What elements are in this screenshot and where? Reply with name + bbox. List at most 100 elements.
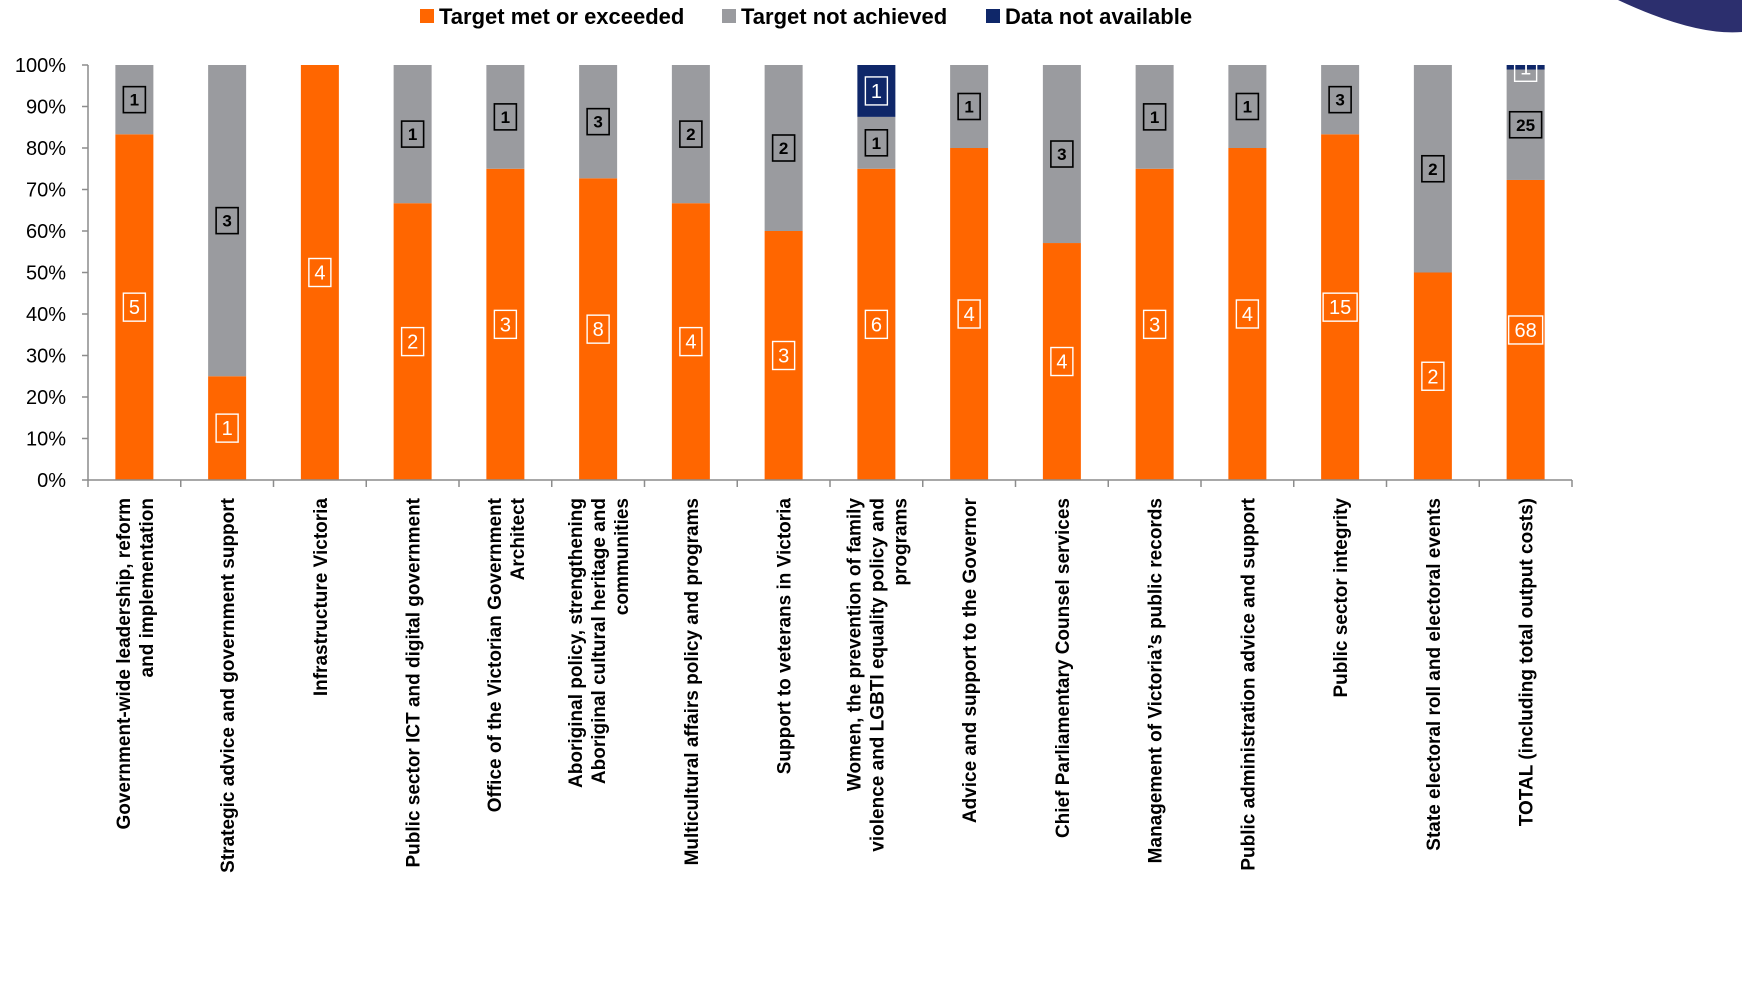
bar-not-achieved: [1321, 65, 1360, 135]
category-label: Public sector integrity: [1331, 498, 1352, 698]
count-label-not-achieved: 1: [1150, 108, 1159, 127]
count-label-box: [771, 134, 796, 162]
count-label-box: [864, 76, 889, 106]
y-tick-label: 20%: [26, 387, 66, 409]
category-label-line: violence and LGBTI equality policy and: [867, 498, 888, 852]
category-label: Women, the prevention of family violence …: [844, 498, 911, 852]
legend-label: Data not available: [1005, 4, 1192, 29]
count-label-not-available: 1: [871, 81, 882, 103]
count-label-box: [1507, 315, 1544, 345]
count-label-met: 5: [129, 297, 140, 319]
count-label-box: [493, 309, 518, 340]
count-label-box: [215, 413, 239, 443]
bar-not-available: [857, 65, 896, 117]
count-label-box: [864, 129, 889, 157]
bar-met: [300, 65, 339, 480]
count-label-met: 3: [500, 314, 511, 336]
count-label-box: [864, 309, 889, 340]
count-label-box: [679, 326, 703, 357]
count-label-met: 3: [1149, 314, 1160, 336]
count-label-box: [1050, 140, 1074, 168]
category-label-line: Aboriginal cultural heritage and: [589, 498, 610, 784]
category-label: Public administration advice and support: [1238, 497, 1259, 870]
count-label-met: 3: [778, 346, 789, 368]
y-tick-label: 70%: [26, 180, 66, 202]
category-label: Support to veterans in Victoria: [775, 498, 796, 775]
bars: 5 1 1 3 4 2 1 3 1 8 3 4 2 3 2 6 1 1 4 1 4 3 3 1 4 1 15 3 2 2 68 25 1: [115, 52, 1545, 481]
count-label-not-achieved: 1: [1243, 98, 1252, 117]
count-label-met: 15: [1329, 297, 1351, 319]
count-label-box: [679, 120, 703, 148]
count-label-box: [493, 103, 518, 131]
category-label: Office of the Victorian Government Archit…: [485, 497, 529, 812]
bar-met: [1042, 243, 1081, 480]
legend: Target met or exceeded Target not achieve…: [420, 4, 1192, 29]
category-label: Public sector ICT and digital government: [404, 497, 425, 867]
bar-not-achieved: [486, 65, 525, 169]
count-label-box: [1421, 154, 1445, 183]
count-label-box: [1142, 309, 1167, 340]
bar-met: [115, 134, 154, 480]
category-label: TOTAL (including total output costs): [1517, 498, 1538, 826]
count-label-not-achieved: 3: [1335, 91, 1344, 110]
count-label-box: [586, 107, 610, 136]
count-label-box: [1328, 85, 1352, 114]
bar-met: [579, 178, 618, 481]
bar-met: [764, 231, 803, 480]
bar-met: [1506, 179, 1545, 480]
bar-met: [1413, 272, 1452, 480]
count-label-not-achieved: 1: [501, 108, 510, 127]
category-label: Strategic advice and government support: [218, 497, 239, 872]
category-label-line: Chief Parliamentary Counsel services: [1053, 498, 1074, 838]
count-label-not-available: 1: [1520, 57, 1531, 79]
category-label-line: programs: [890, 498, 911, 586]
bar-not-achieved: [1135, 65, 1174, 169]
category-label-line: Office of the Victorian Government: [485, 497, 506, 812]
bar-met: [1228, 148, 1267, 480]
count-label-box: [400, 326, 425, 357]
count-label-box: [1050, 346, 1074, 377]
y-tick-label: 60%: [26, 221, 66, 243]
y-tick-label: 80%: [26, 138, 66, 160]
category-label-line: Infrastructure Victoria: [311, 498, 332, 697]
count-label-met: 2: [1427, 366, 1438, 388]
y-tick-label: 50%: [26, 263, 66, 285]
category-label-line: and implementation: [137, 498, 158, 677]
count-label-not-achieved: 3: [222, 212, 231, 231]
bar-not-available: [1506, 65, 1545, 70]
count-label-box: [1513, 52, 1538, 82]
count-label-not-achieved: 1: [964, 98, 973, 117]
category-label: Infrastructure Victoria: [311, 498, 332, 697]
bar-met: [857, 168, 896, 480]
count-label-box: [957, 92, 981, 121]
bar-not-achieved: [1228, 65, 1267, 148]
count-label-box: [1235, 299, 1260, 329]
count-label-box: [1142, 103, 1167, 131]
category-label-line: Strategic advice and government support: [218, 497, 239, 872]
category-label: Chief Parliamentary Counsel services: [1053, 498, 1074, 838]
count-label-met: 8: [593, 319, 604, 341]
count-label-not-achieved: 25: [1516, 116, 1535, 135]
y-tick-label: 30%: [26, 346, 66, 368]
bar-not-achieved: [671, 65, 710, 204]
count-label-not-achieved: 1: [408, 125, 417, 144]
bar-not-achieved: [393, 65, 432, 204]
category-label-line: Advice and support to the Governor: [960, 497, 981, 823]
category-label-line: Women, the prevention of family: [844, 498, 865, 792]
legend-swatch: [722, 9, 736, 23]
count-label-not-achieved: 2: [686, 125, 695, 144]
category-label: Government-wide leadership, reform and im…: [114, 498, 158, 830]
bar-met: [208, 376, 247, 480]
bar-not-achieved: [1042, 65, 1081, 244]
count-label-not-achieved: 1: [130, 91, 139, 110]
category-label-line: Public administration advice and support: [1238, 497, 1259, 870]
category-label-line: Government-wide leadership, reform: [114, 498, 135, 830]
category-label-line: communities: [612, 498, 633, 615]
y-axis: 0% 10% 20% 30% 40% 50% 60% 70% 80% 90% 100%: [15, 55, 89, 492]
count-label-box: [122, 85, 147, 114]
count-label-met: 6: [871, 314, 882, 336]
category-label: Aboriginal policy, strengthening Aborigin…: [566, 498, 633, 788]
category-label: Multicultural affairs policy and program…: [682, 498, 703, 865]
count-label-box: [771, 340, 796, 371]
count-label-met: 4: [685, 332, 696, 354]
